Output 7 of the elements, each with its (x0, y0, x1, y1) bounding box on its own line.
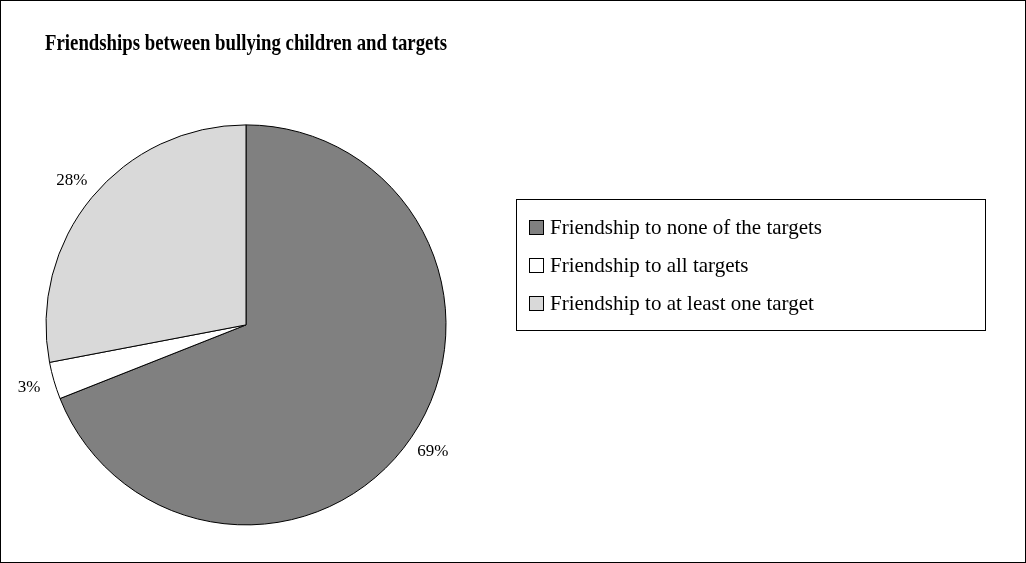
data-label: 69% (417, 441, 449, 461)
data-label: 28% (56, 170, 88, 190)
chart-title: Friendships between bullying children and targets (45, 28, 447, 56)
legend-label: Friendship to all targets (550, 252, 749, 278)
legend-label: Friendship to at least one target (550, 290, 814, 316)
legend-label: Friendship to none of the targets (550, 214, 822, 240)
data-label: 3% (17, 377, 41, 397)
